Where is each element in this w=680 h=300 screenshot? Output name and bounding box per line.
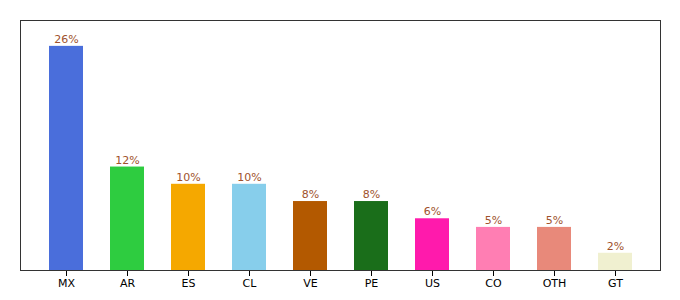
svg-text:GT: GT [608, 277, 623, 290]
svg-text:MX: MX [58, 277, 75, 290]
svg-text:2%: 2% [607, 240, 624, 253]
svg-text:OTH: OTH [543, 277, 567, 290]
svg-text:PE: PE [365, 277, 379, 290]
svg-text:12%: 12% [115, 154, 139, 167]
svg-text:ES: ES [182, 277, 196, 290]
svg-text:10%: 10% [176, 171, 200, 184]
svg-text:CL: CL [243, 277, 258, 290]
svg-text:CO: CO [485, 277, 502, 290]
svg-text:10%: 10% [237, 171, 261, 184]
svg-text:AR: AR [120, 277, 136, 290]
svg-text:5%: 5% [546, 214, 563, 227]
svg-text:8%: 8% [302, 188, 319, 201]
svg-text:US: US [425, 277, 440, 290]
svg-text:5%: 5% [485, 214, 502, 227]
svg-text:VE: VE [303, 277, 318, 290]
svg-text:6%: 6% [424, 205, 441, 218]
svg-text:26%: 26% [54, 33, 78, 46]
svg-text:8%: 8% [363, 188, 380, 201]
